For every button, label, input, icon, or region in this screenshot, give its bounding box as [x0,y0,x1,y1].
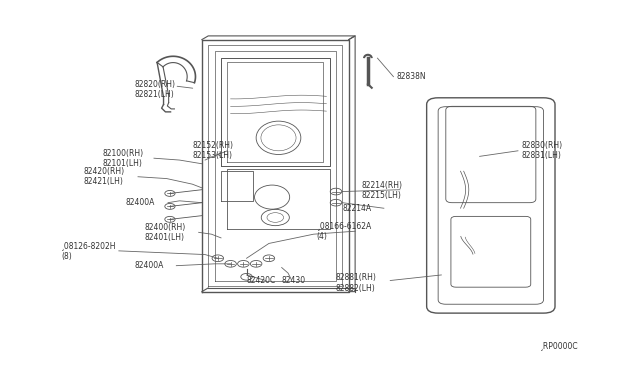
Text: 82400A: 82400A [125,198,155,207]
Text: 82420C: 82420C [246,276,276,285]
Text: 82430: 82430 [282,276,306,285]
Text: ¸08126-8202H
(8): ¸08126-8202H (8) [61,241,117,260]
Text: ¸RP0000C: ¸RP0000C [540,341,579,350]
Text: 82400(RH)
82401(LH): 82400(RH) 82401(LH) [145,222,186,242]
Text: 82400A: 82400A [135,261,164,270]
Text: 82214A: 82214A [342,205,371,214]
Text: 82881(RH)
82882(LH): 82881(RH) 82882(LH) [336,273,377,293]
Text: 82152(RH)
82153(LH): 82152(RH) 82153(LH) [192,141,233,160]
Text: 82820(RH)
82821(LH): 82820(RH) 82821(LH) [135,80,176,99]
Text: 82100(RH)
82101(LH): 82100(RH) 82101(LH) [103,148,144,168]
Text: 82838N: 82838N [397,72,426,81]
Text: 82420(RH)
82421(LH): 82420(RH) 82421(LH) [84,167,125,186]
Text: 82830(RH)
82831(LH): 82830(RH) 82831(LH) [521,141,563,160]
Text: 82214(RH)
82215(LH): 82214(RH) 82215(LH) [362,181,403,200]
Text: ¸08166-6162A
(4): ¸08166-6162A (4) [317,221,372,241]
